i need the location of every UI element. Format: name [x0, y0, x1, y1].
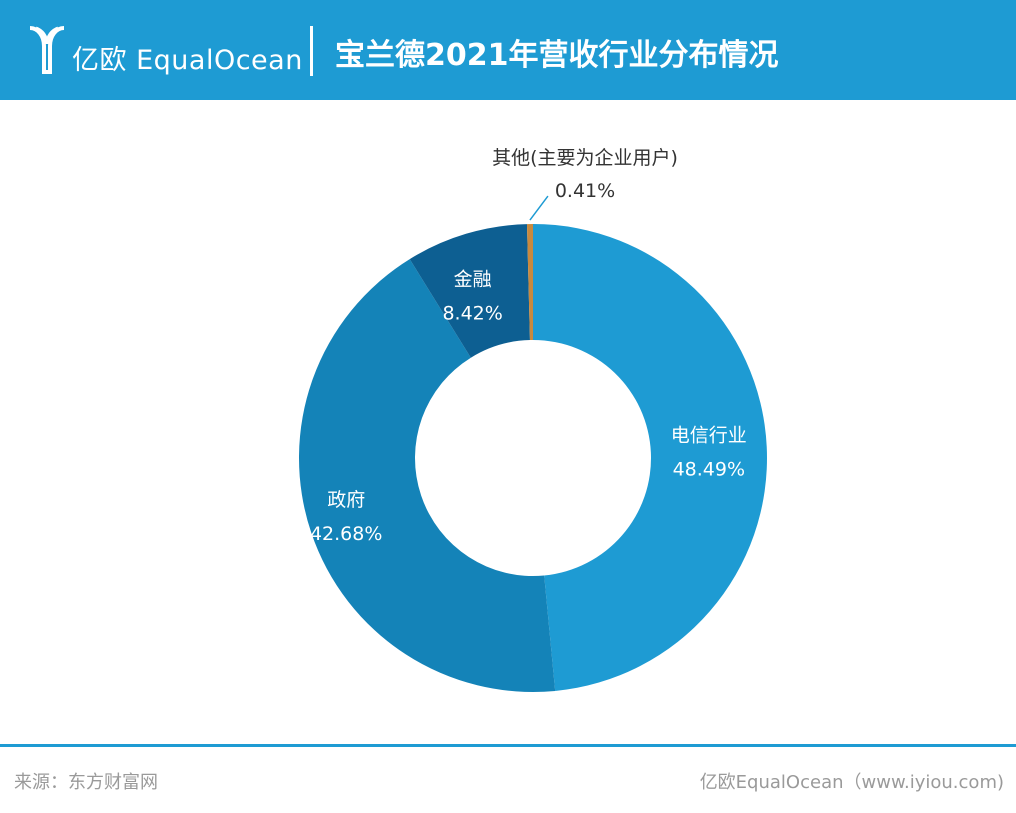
- slice-value-label: 8.42%: [442, 302, 502, 324]
- equalocean-logo-icon: [29, 26, 65, 74]
- page-title: 宝兰德2021年营收行业分布情况: [335, 38, 779, 73]
- slice-value-label: 48.49%: [673, 459, 745, 481]
- source-text: 来源：东方财富网: [14, 772, 158, 793]
- footer-divider: [0, 744, 1016, 747]
- donut-slice: [299, 259, 556, 692]
- slice-value-label: 0.41%: [555, 180, 615, 202]
- donut-slice: [526, 224, 533, 341]
- credit-text: 亿欧EqualOcean（www.iyiou.com): [699, 772, 1004, 793]
- header-divider: [310, 26, 313, 76]
- header-bar: 亿欧 EqualOcean 宝兰德2021年营收行业分布情况: [0, 0, 1016, 100]
- donut-slice: [533, 224, 768, 691]
- slice-category-label: 政府: [327, 489, 365, 511]
- donut-chart: 电信行业 48.49% 政府 42.68% 金融 8.42% 其他(主要为企业用户) 0.41…: [299, 147, 768, 692]
- slice-value-label: 42.68%: [310, 523, 382, 545]
- logo-text: 亿欧 EqualOcean: [72, 45, 303, 76]
- slice-category-label: 其他(主要为企业用户): [492, 147, 678, 169]
- donut-slice: [409, 224, 530, 358]
- leader-line: [529, 195, 549, 221]
- slice-category-label: 电信行业: [671, 425, 747, 447]
- slice-category-label: 金融: [454, 268, 492, 290]
